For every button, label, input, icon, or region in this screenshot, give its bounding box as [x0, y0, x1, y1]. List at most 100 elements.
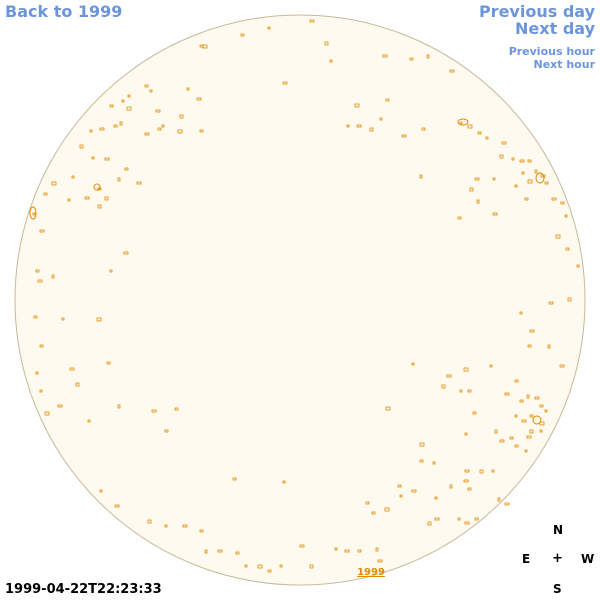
solar-feature-mark — [57, 404, 63, 408]
solar-feature-mark — [123, 251, 129, 255]
solar-feature-mark — [174, 407, 179, 411]
solar-feature-mark — [324, 41, 329, 46]
solar-feature-mark — [421, 127, 426, 131]
solar-feature-mark — [459, 389, 463, 393]
solar-feature-mark — [177, 129, 183, 134]
solar-feature-mark — [199, 44, 204, 48]
solar-feature-mark — [155, 109, 161, 113]
solar-feature-mark — [51, 181, 57, 186]
solar-feature-mark — [464, 469, 470, 473]
solar-feature-mark — [235, 551, 240, 555]
solar-feature-mark — [449, 69, 455, 73]
solar-feature-mark — [560, 201, 565, 205]
solar-feature-mark — [354, 103, 360, 108]
solar-feature-mark — [79, 144, 84, 149]
solar-feature-mark — [519, 399, 524, 403]
solar-feature-mark — [529, 414, 534, 418]
solar-region-contour — [29, 206, 37, 220]
solar-feature-mark — [576, 264, 580, 268]
solar-feature-mark — [379, 117, 383, 121]
solar-feature-mark — [244, 564, 248, 568]
solar-feature-mark — [539, 404, 544, 408]
solar-feature-mark — [446, 374, 452, 378]
year-label[interactable]: 1999 — [357, 567, 385, 578]
solar-feature-mark — [119, 121, 123, 126]
solar-features — [29, 19, 580, 573]
solar-feature-mark — [401, 134, 407, 138]
solar-feature-mark — [299, 544, 305, 548]
solar-feature-mark — [514, 379, 519, 383]
solar-feature-mark — [434, 496, 438, 500]
solar-feature-mark — [217, 549, 223, 553]
solar-feature-mark — [529, 329, 535, 333]
solar-feature-mark — [385, 406, 391, 411]
solar-feature-mark — [529, 429, 534, 434]
solar-feature-mark — [196, 97, 202, 101]
solar-feature-mark — [467, 389, 472, 393]
previous-hour-link[interactable]: Previous hour — [508, 45, 595, 58]
compass-west: W — [581, 552, 595, 566]
solar-feature-mark — [548, 301, 554, 305]
solar-feature-mark — [344, 549, 350, 553]
solar-feature-mark — [44, 411, 50, 416]
solar-feature-mark — [161, 124, 165, 128]
solar-feature-mark — [477, 131, 482, 135]
solar-feature-mark — [409, 57, 414, 61]
solar-feature-mark — [164, 524, 168, 528]
solar-feature-mark — [282, 81, 288, 85]
solar-feature-mark — [267, 26, 271, 30]
solar-feature-mark — [544, 181, 549, 185]
solar-feature-mark — [39, 389, 43, 393]
solar-feature-mark — [467, 124, 473, 129]
solar-feature-mark — [469, 187, 474, 192]
next-hour-link[interactable]: Next hour — [533, 58, 596, 71]
solar-feature-mark — [514, 444, 519, 448]
solar-feature-mark — [521, 171, 525, 175]
solar-feature-mark — [309, 19, 315, 23]
compass-center: + — [552, 551, 563, 566]
solar-feature-mark — [267, 569, 272, 573]
solar-feature-mark — [539, 429, 543, 433]
solar-feature-mark — [499, 439, 505, 443]
solar-feature-mark — [127, 94, 131, 98]
solar-feature-mark — [99, 489, 103, 493]
solar-feature-mark — [427, 521, 432, 526]
solar-feature-mark — [257, 564, 263, 569]
solar-feature-mark — [43, 192, 48, 196]
solar-feature-mark — [526, 394, 530, 399]
solar-feature-mark — [104, 157, 110, 161]
solar-region-contour — [535, 172, 545, 184]
solar-feature-mark — [492, 212, 498, 216]
solar-feature-mark — [369, 127, 374, 132]
solar-feature-mark — [411, 362, 415, 366]
solar-feature-mark — [109, 104, 114, 108]
solar-feature-mark — [204, 549, 208, 554]
solar-feature-mark — [489, 364, 493, 368]
solar-feature-mark — [37, 279, 43, 283]
solar-feature-mark — [432, 461, 436, 465]
solar-feature-mark — [551, 197, 557, 201]
next-day-link[interactable]: Next day — [515, 19, 595, 38]
solar-feature-mark — [555, 234, 561, 239]
solar-feature-mark — [113, 124, 118, 128]
compass-south: S — [553, 582, 562, 596]
solar-feature-mark — [504, 392, 510, 396]
solar-feature-mark — [164, 429, 169, 433]
previous-day-link[interactable]: Previous day — [478, 2, 595, 21]
solar-feature-mark — [385, 98, 390, 102]
solar-feature-mark — [485, 136, 489, 140]
solar-feature-mark — [519, 311, 523, 315]
solar-feature-mark — [479, 469, 484, 474]
solar-feature-mark — [371, 511, 376, 515]
solar-feature-mark — [547, 344, 551, 349]
solar-feature-mark — [144, 132, 150, 136]
solar-feature-mark — [499, 154, 504, 159]
back-to-year-link[interactable]: Back to 1999 — [5, 2, 123, 21]
solar-feature-mark — [501, 141, 507, 145]
solar-feature-mark — [534, 396, 540, 400]
solar-feature-mark — [84, 196, 90, 200]
solar-feature-mark — [149, 89, 153, 93]
solar-feature-mark — [51, 274, 55, 279]
solar-feature-mark — [109, 269, 113, 273]
